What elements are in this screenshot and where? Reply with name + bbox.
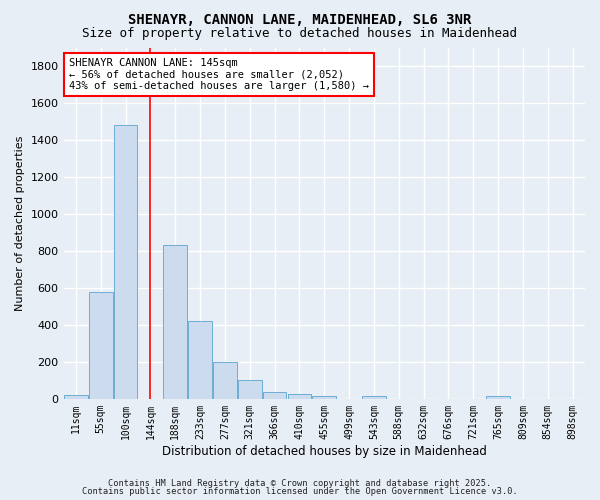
Y-axis label: Number of detached properties: Number of detached properties — [15, 136, 25, 311]
Text: Size of property relative to detached houses in Maidenhead: Size of property relative to detached ho… — [83, 28, 517, 40]
Bar — [64, 395, 88, 399]
Text: SHENAYR, CANNON LANE, MAIDENHEAD, SL6 3NR: SHENAYR, CANNON LANE, MAIDENHEAD, SL6 3N… — [128, 12, 472, 26]
Bar — [188, 321, 212, 399]
Text: Contains HM Land Registry data © Crown copyright and database right 2025.: Contains HM Land Registry data © Crown c… — [109, 478, 491, 488]
Bar — [163, 246, 187, 399]
Bar — [238, 380, 262, 399]
Bar — [263, 392, 286, 399]
Bar — [114, 125, 137, 399]
X-axis label: Distribution of detached houses by size in Maidenhead: Distribution of detached houses by size … — [162, 444, 487, 458]
Bar — [213, 362, 237, 399]
Text: Contains public sector information licensed under the Open Government Licence v3: Contains public sector information licen… — [82, 487, 518, 496]
Bar — [89, 292, 113, 399]
Bar — [287, 394, 311, 399]
Text: SHENAYR CANNON LANE: 145sqm
← 56% of detached houses are smaller (2,052)
43% of : SHENAYR CANNON LANE: 145sqm ← 56% of det… — [69, 58, 369, 91]
Bar — [486, 396, 510, 399]
Bar — [362, 396, 386, 399]
Bar — [313, 396, 336, 399]
